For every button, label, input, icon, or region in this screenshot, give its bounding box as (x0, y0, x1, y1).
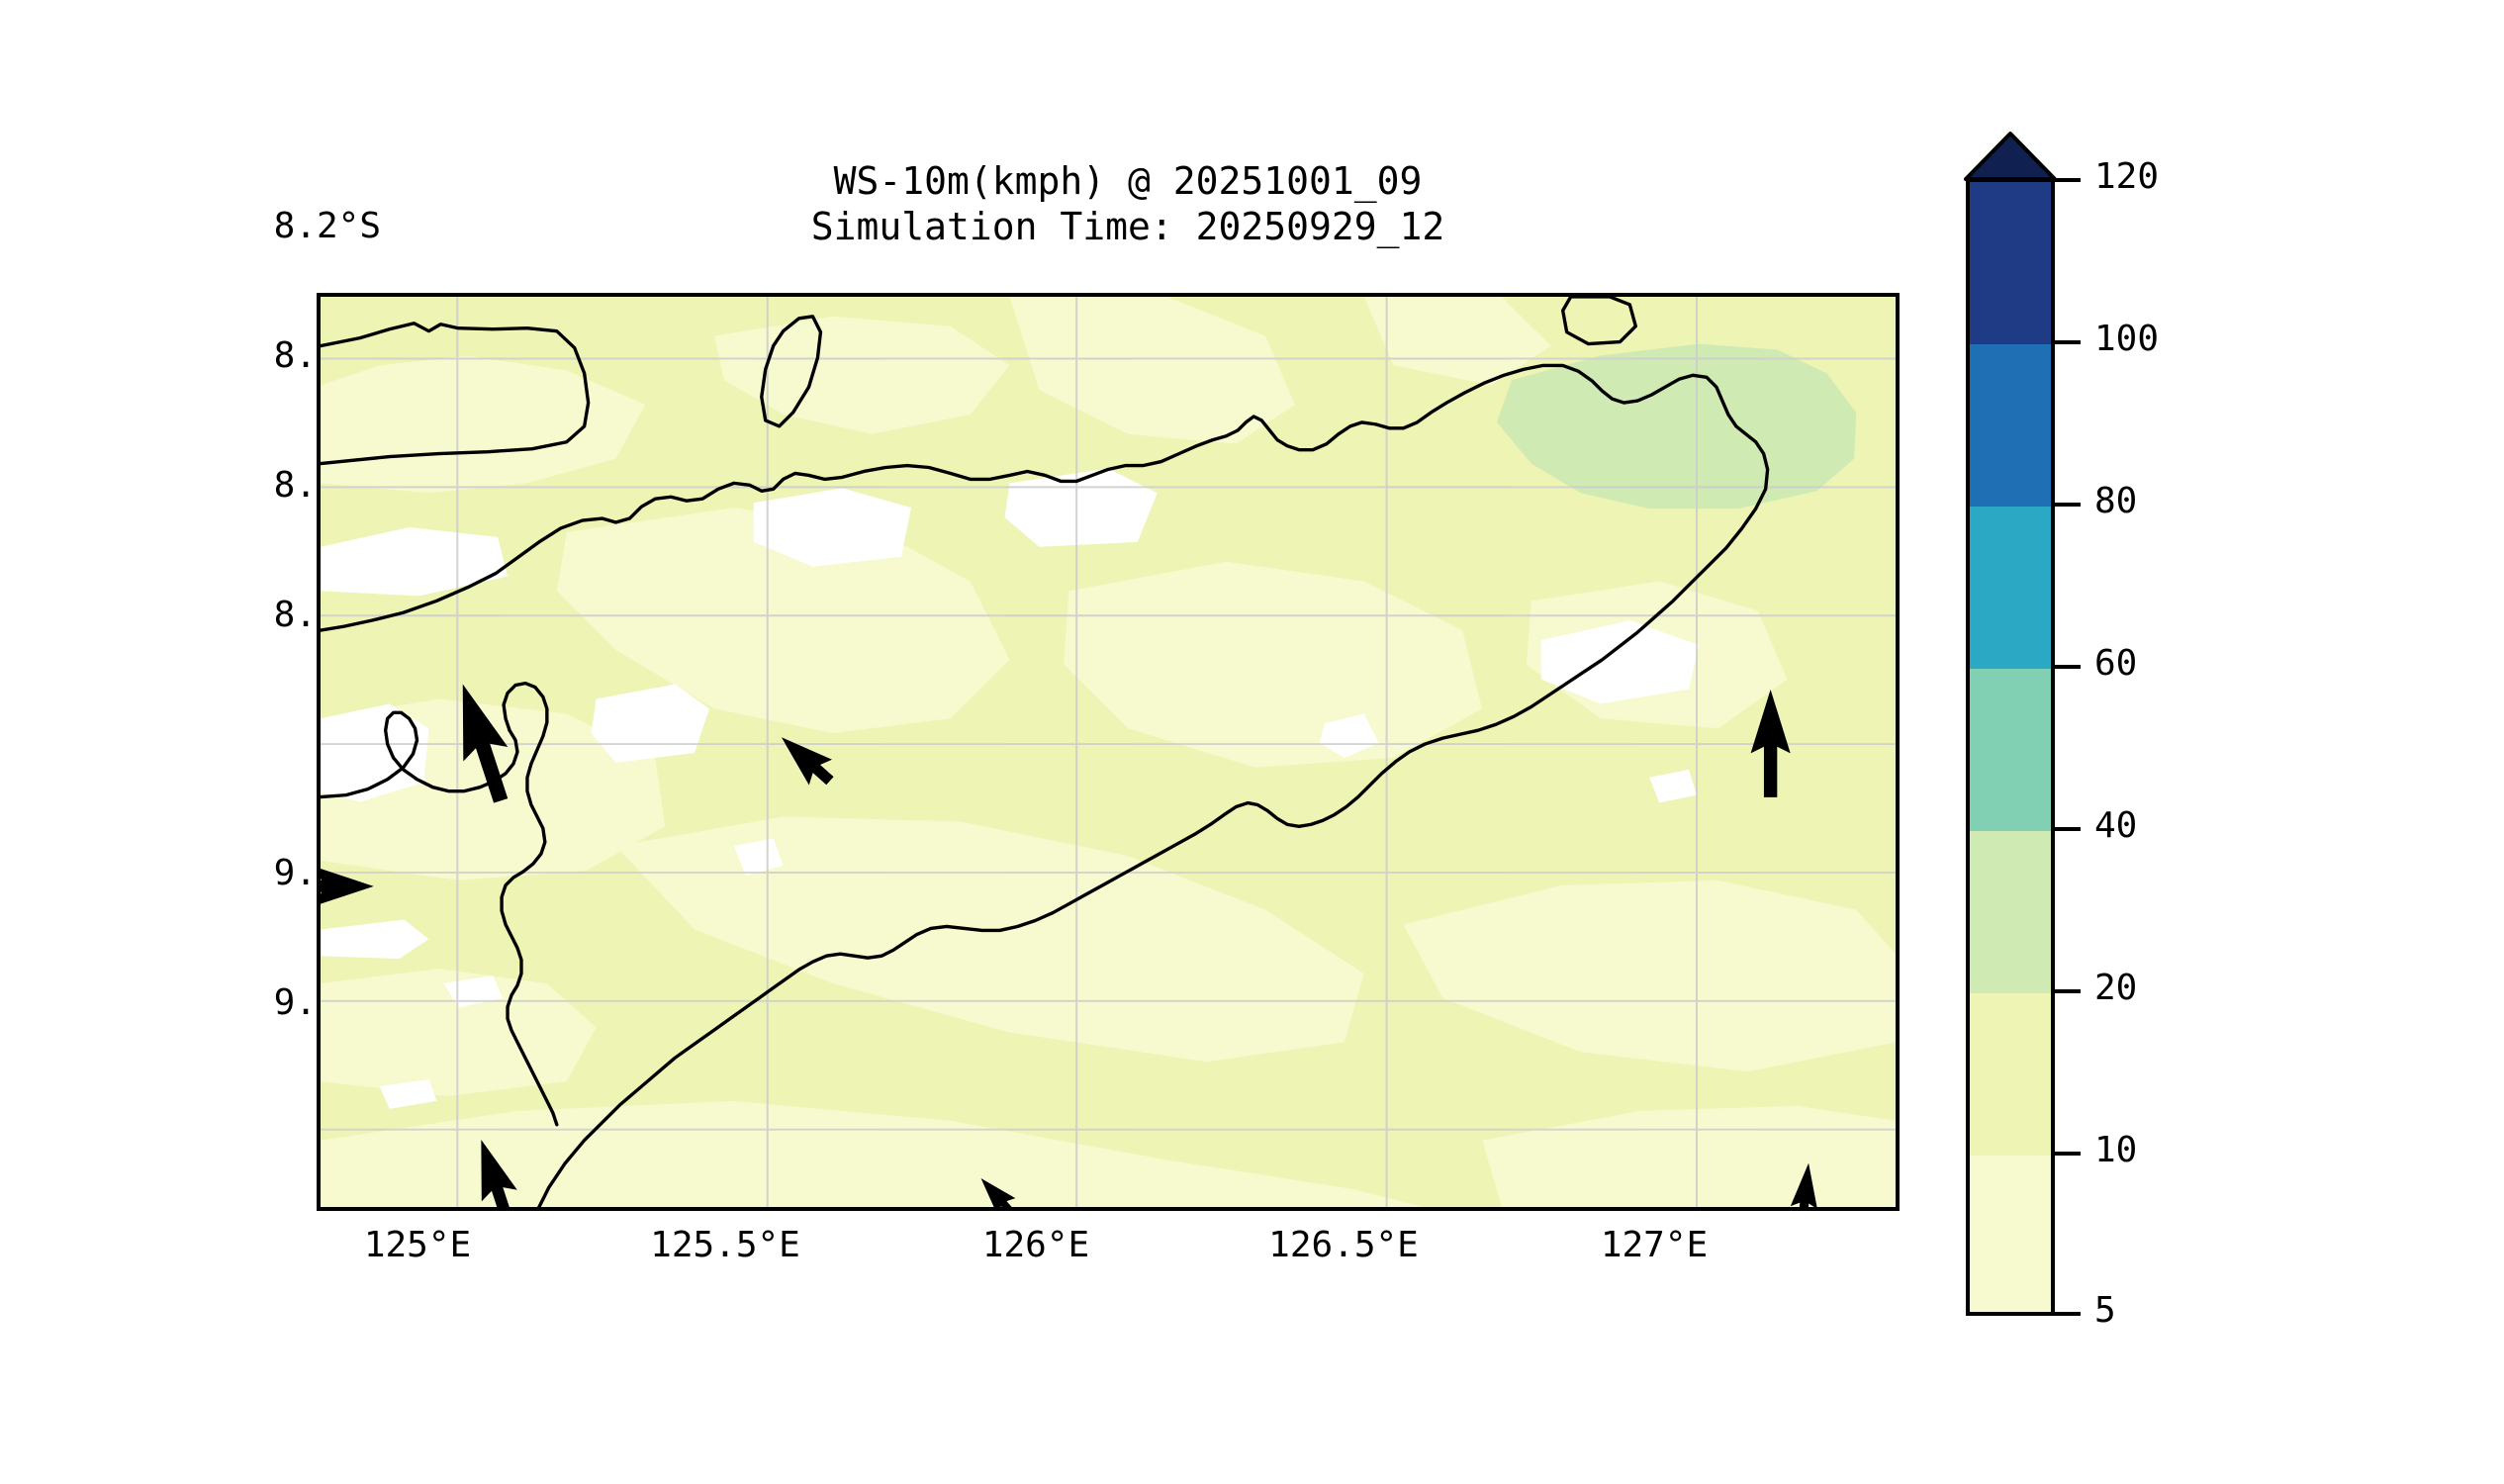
wind-arrow-east-north (1750, 690, 1791, 797)
wind-arrow-southeast-north (1790, 1162, 1817, 1207)
colorbar-band-100-120 (1970, 182, 2051, 344)
figure-title: WS-10m(kmph) @ 20251001_09 Simulation Ti… (317, 158, 1939, 249)
xtick-label-0: 125°E (363, 1225, 472, 1265)
xtick-label-4: 127°E (1600, 1225, 1709, 1265)
colorbar-tick-100 (2055, 340, 2081, 344)
ytick-label-0: 8.2°S (273, 206, 381, 246)
colorbar-tick-20 (2055, 989, 2081, 993)
colorbar-tick-120 (2055, 178, 2081, 182)
colorbar-band-40-60 (1970, 669, 2051, 831)
title-line-variable: WS-10m(kmph) @ 20251001_09 (833, 159, 1423, 203)
colorbar-band-20-40 (1970, 831, 2051, 993)
title-line-simulation-time: Simulation Time: 20250929_12 (810, 205, 1445, 248)
coastline (321, 297, 1770, 1207)
wind-arrow-west-east (321, 866, 374, 906)
wind-arrow-south-nnw (481, 1139, 517, 1207)
colorbar-tick-5 (2055, 1312, 2081, 1316)
xtick-label-2: 126°E (981, 1225, 1090, 1265)
wind-vectors (321, 684, 1817, 1207)
map-plot-area[interactable] (317, 293, 1900, 1211)
colorbar-label-120: 120 (2094, 156, 2160, 197)
field-band-below-5 (321, 468, 1699, 1109)
colorbar-label-5: 5 (2094, 1290, 2116, 1331)
colorbar-band-60-80 (1970, 507, 2051, 669)
colorbar-label-20: 20 (2094, 968, 2138, 1008)
colorbar-label-10: 10 (2094, 1130, 2138, 1170)
colorbar-label-100: 100 (2094, 319, 2160, 359)
colorbar-label-80: 80 (2094, 481, 2138, 521)
colorbar-band-10-20 (1970, 993, 2051, 1156)
colorbar-label-60: 60 (2094, 643, 2138, 684)
colorbar-tick-10 (2055, 1152, 2081, 1156)
map-canvas (321, 297, 1896, 1207)
colorbar-label-40: 40 (2094, 805, 2138, 846)
wind-arrow-central-nw (781, 737, 834, 786)
colorbar-band-80-100 (1970, 344, 2051, 507)
colorbar[interactable]: 120 100 80 60 40 20 10 5 (1964, 132, 2159, 1331)
wind-arrow-south-nw (980, 1178, 1017, 1207)
colorbar-band-5-10 (1970, 1156, 2051, 1312)
xtick-label-3: 126.5°E (1268, 1225, 1419, 1265)
colorbar-tick-60 (2055, 665, 2081, 669)
colorbar-tick-40 (2055, 827, 2081, 831)
colorbar-gradient (1966, 178, 2055, 1316)
xtick-label-1: 125.5°E (650, 1225, 800, 1265)
colorbar-extend-arrow (1964, 132, 2057, 181)
wind-arrow-inland-nnw (462, 684, 509, 803)
colorbar-tick-80 (2055, 503, 2081, 507)
map-gridlines (321, 297, 1896, 1207)
